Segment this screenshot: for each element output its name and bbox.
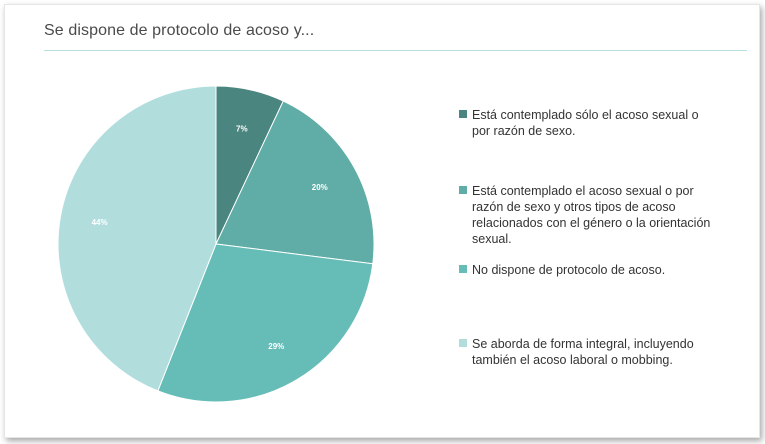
pie-slice-label-3: 29% (268, 342, 284, 351)
title-divider (44, 50, 747, 51)
pie-slice-label-2: 20% (312, 183, 328, 192)
pie-slice-2 (215, 100, 375, 265)
legend-swatch-2 (459, 186, 467, 194)
chart-title: Se dispone de protocolo de acoso y... (44, 22, 315, 39)
legend-label-2: Está contemplado el acoso sexual o por r… (472, 184, 711, 246)
legend-label-1: Está contemplado sólo el acoso sexual o … (472, 108, 699, 138)
pie-slice-4 (57, 85, 217, 392)
legend-swatch-4 (459, 339, 467, 347)
pie-slice-label-4: 44% (92, 218, 108, 227)
legend-label-3: No dispone de protocolo de acoso. (472, 263, 666, 277)
legend-swatch-3 (459, 265, 467, 273)
pie-slice-label-1: 7% (236, 124, 248, 133)
legend-swatch-1 (459, 110, 467, 118)
pie-slice-3 (157, 243, 374, 403)
legend-label-4: Se aborda de forma integral, incluyendo … (472, 337, 694, 367)
